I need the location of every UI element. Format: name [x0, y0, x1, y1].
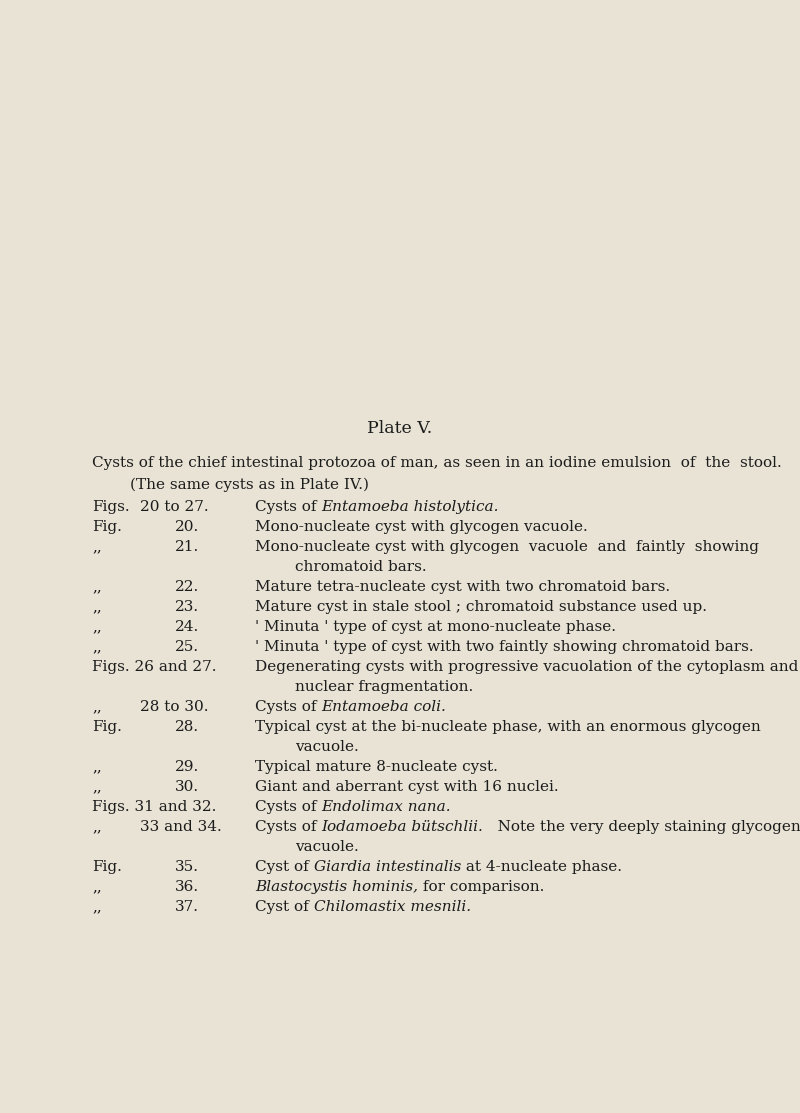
Text: Entamoeba coli.: Entamoeba coli.: [322, 700, 446, 715]
Text: ,,: ,,: [92, 540, 102, 554]
Text: Figs. 26 and 27.: Figs. 26 and 27.: [92, 660, 217, 674]
Text: 28 to 30.: 28 to 30.: [140, 700, 209, 715]
Text: 29.: 29.: [175, 760, 199, 774]
Text: at 4-nucleate phase.: at 4-nucleate phase.: [461, 860, 622, 874]
Text: Blastocystis hominis,: Blastocystis hominis,: [255, 880, 418, 894]
Text: 24.: 24.: [175, 620, 199, 634]
Text: Note the very deeply staining glycogen: Note the very deeply staining glycogen: [483, 820, 800, 834]
Text: ,,: ,,: [92, 620, 102, 634]
Text: ,,: ,,: [92, 820, 102, 834]
Text: 25.: 25.: [175, 640, 199, 654]
Text: 22.: 22.: [175, 580, 199, 594]
Text: Figs.: Figs.: [92, 500, 130, 514]
Text: Cysts of: Cysts of: [255, 820, 322, 834]
Text: for comparison.: for comparison.: [418, 880, 544, 894]
Text: Fig.: Fig.: [92, 720, 122, 733]
Text: Chilomastix mesnili.: Chilomastix mesnili.: [314, 900, 470, 914]
Text: 36.: 36.: [175, 880, 199, 894]
Text: Cysts of: Cysts of: [255, 800, 322, 814]
Text: Cysts of the chief intestinal protozoa of man, as seen in an iodine emulsion  of: Cysts of the chief intestinal protozoa o…: [92, 456, 782, 470]
Text: Iodamoeba bütschlii.: Iodamoeba bütschlii.: [322, 820, 483, 834]
Text: Degenerating cysts with progressive vacuolation of the cytoplasm and: Degenerating cysts with progressive vacu…: [255, 660, 798, 674]
Text: Figs. 31 and 32.: Figs. 31 and 32.: [92, 800, 216, 814]
Text: ' Minuta ' type of cyst with two faintly showing chromatoid bars.: ' Minuta ' type of cyst with two faintly…: [255, 640, 754, 654]
Text: 33 and 34.: 33 and 34.: [140, 820, 222, 834]
Text: 20 to 27.: 20 to 27.: [140, 500, 209, 514]
Text: Plate V.: Plate V.: [367, 420, 433, 437]
Text: 35.: 35.: [175, 860, 199, 874]
Text: ,,: ,,: [92, 880, 102, 894]
Text: ,,: ,,: [92, 580, 102, 594]
Text: Entamoeba histolytica.: Entamoeba histolytica.: [322, 500, 499, 514]
Text: ,,: ,,: [92, 760, 102, 774]
Text: Typical cyst at the bi-nucleate phase, with an enormous glycogen: Typical cyst at the bi-nucleate phase, w…: [255, 720, 761, 733]
Text: Giardia intestinalis: Giardia intestinalis: [314, 860, 461, 874]
Text: Mature tetra-nucleate cyst with two chromatoid bars.: Mature tetra-nucleate cyst with two chro…: [255, 580, 670, 594]
Text: ,,: ,,: [92, 640, 102, 654]
Text: 23.: 23.: [175, 600, 199, 614]
Text: ,,: ,,: [92, 700, 102, 715]
Text: Mono-nucleate cyst with glycogen vacuole.: Mono-nucleate cyst with glycogen vacuole…: [255, 520, 588, 534]
Text: Fig.: Fig.: [92, 520, 122, 534]
Text: 20.: 20.: [175, 520, 199, 534]
Text: ,,: ,,: [92, 780, 102, 794]
Text: Cysts of: Cysts of: [255, 700, 322, 715]
Text: ,,: ,,: [92, 600, 102, 614]
Text: Mature cyst in stale stool ; chromatoid substance used up.: Mature cyst in stale stool ; chromatoid …: [255, 600, 707, 614]
Text: ,,: ,,: [92, 900, 102, 914]
Text: 37.: 37.: [175, 900, 199, 914]
Text: ' Minuta ' type of cyst at mono-nucleate phase.: ' Minuta ' type of cyst at mono-nucleate…: [255, 620, 616, 634]
Text: Endolimax nana.: Endolimax nana.: [322, 800, 451, 814]
Text: Typical mature 8-nucleate cyst.: Typical mature 8-nucleate cyst.: [255, 760, 498, 774]
Text: 28.: 28.: [175, 720, 199, 733]
Text: Cyst of: Cyst of: [255, 860, 314, 874]
Text: 30.: 30.: [175, 780, 199, 794]
Text: Mono-nucleate cyst with glycogen  vacuole  and  faintly  showing: Mono-nucleate cyst with glycogen vacuole…: [255, 540, 759, 554]
Text: Fig.: Fig.: [92, 860, 122, 874]
Text: Cysts of: Cysts of: [255, 500, 322, 514]
Text: vacuole.: vacuole.: [295, 840, 358, 854]
Text: (The same cysts as in Plate IV.): (The same cysts as in Plate IV.): [130, 477, 369, 492]
Text: Cyst of: Cyst of: [255, 900, 314, 914]
Text: 21.: 21.: [175, 540, 199, 554]
Text: Giant and aberrant cyst with 16 nuclei.: Giant and aberrant cyst with 16 nuclei.: [255, 780, 558, 794]
Text: vacuole.: vacuole.: [295, 740, 358, 754]
Text: chromatoid bars.: chromatoid bars.: [295, 560, 426, 574]
Text: nuclear fragmentation.: nuclear fragmentation.: [295, 680, 474, 695]
